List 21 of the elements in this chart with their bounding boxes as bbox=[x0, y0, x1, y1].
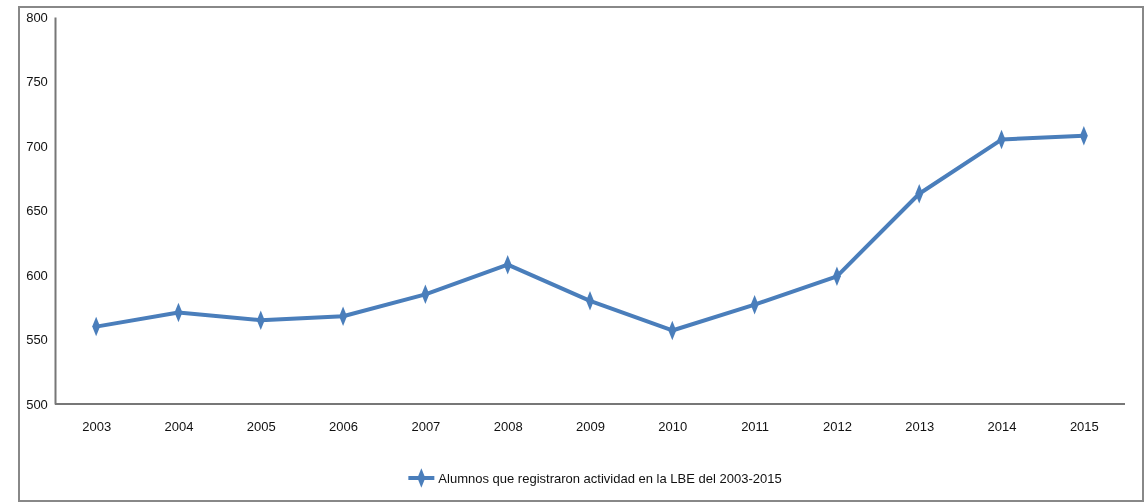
y-tick-label: 750 bbox=[26, 74, 48, 90]
x-tick-label: 2014 bbox=[987, 419, 1017, 435]
x-tick-label: 2009 bbox=[576, 419, 605, 435]
y-tick-label: 600 bbox=[26, 267, 48, 283]
x-tick-label: 2007 bbox=[411, 419, 441, 435]
x-tick-label: 2011 bbox=[741, 419, 770, 435]
x-tick-label: 2013 bbox=[905, 419, 935, 435]
x-tick-label: 2006 bbox=[329, 419, 359, 435]
legend-label: Alumnos que registraron actividad en la LBE del 2003-2015 bbox=[438, 470, 782, 486]
x-tick-label: 2008 bbox=[493, 419, 523, 435]
x-tick-label: 2012 bbox=[822, 419, 852, 435]
y-tick-label: 550 bbox=[26, 332, 48, 348]
y-tick-label: 500 bbox=[26, 396, 48, 412]
y-tick-label: 800 bbox=[26, 9, 48, 25]
x-tick-label: 2015 bbox=[1069, 419, 1099, 435]
x-tick-label: 2003 bbox=[82, 419, 112, 435]
y-tick-label: 700 bbox=[26, 138, 48, 154]
x-tick-label: 2005 bbox=[246, 419, 276, 435]
y-tick-label: 650 bbox=[26, 203, 48, 219]
x-tick-label: 2010 bbox=[658, 419, 688, 435]
x-tick-label: 2004 bbox=[164, 419, 194, 435]
